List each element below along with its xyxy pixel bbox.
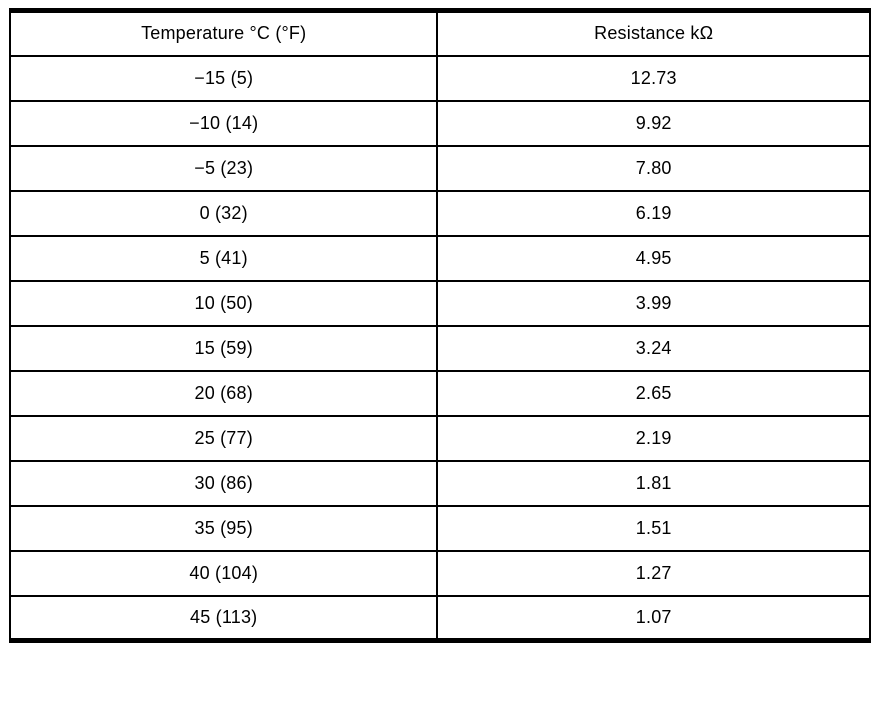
resistance-cell: 9.92 <box>436 99 871 147</box>
resistance-cell: 1.07 <box>436 594 871 642</box>
temperature-cell: 40 (104) <box>8 549 439 597</box>
temperature-cell: 10 (50) <box>8 279 439 327</box>
resistance-cell: 2.19 <box>436 414 871 462</box>
table-row: 30 (86) 1.81 <box>8 459 871 507</box>
resistance-cell: 1.27 <box>436 549 871 597</box>
resistance-cell: 7.80 <box>436 144 871 192</box>
table-row: 15 (59) 3.24 <box>8 324 871 372</box>
resistance-cell: 1.81 <box>436 459 871 507</box>
table-row: 20 (68) 2.65 <box>8 369 871 417</box>
table-body: −15 (5) 12.73 −10 (14) 9.92 −5 (23) 7.80 0 (32… <box>8 54 871 642</box>
temperature-cell: −5 (23) <box>8 144 439 192</box>
table-row: −10 (14) 9.92 <box>8 99 871 147</box>
resistance-column-header: Resistance kΩ <box>436 9 871 57</box>
table-row: 10 (50) 3.99 <box>8 279 871 327</box>
temperature-cell: 0 (32) <box>8 189 439 237</box>
temperature-resistance-table: Temperature °C (°F) Resistance kΩ −15 (5… <box>8 8 871 643</box>
resistance-cell: 1.51 <box>436 504 871 552</box>
table-header-row: Temperature °C (°F) Resistance kΩ <box>8 9 871 57</box>
temperature-cell: −10 (14) <box>8 99 439 147</box>
temperature-cell: −15 (5) <box>8 54 439 102</box>
resistance-cell: 12.73 <box>436 54 871 102</box>
table-row: −5 (23) 7.80 <box>8 144 871 192</box>
resistance-cell: 2.65 <box>436 369 871 417</box>
temperature-cell: 35 (95) <box>8 504 439 552</box>
table-row: 35 (95) 1.51 <box>8 504 871 552</box>
temperature-cell: 30 (86) <box>8 459 439 507</box>
table-row: 0 (32) 6.19 <box>8 189 871 237</box>
temperature-cell: 5 (41) <box>8 234 439 282</box>
temperature-cell: 45 (113) <box>8 594 439 642</box>
table-row: 5 (41) 4.95 <box>8 234 871 282</box>
table-row: −15 (5) 12.73 <box>8 54 871 102</box>
resistance-cell: 6.19 <box>436 189 871 237</box>
resistance-cell: 3.99 <box>436 279 871 327</box>
temperature-cell: 25 (77) <box>8 414 439 462</box>
table-row: 25 (77) 2.19 <box>8 414 871 462</box>
resistance-cell: 3.24 <box>436 324 871 372</box>
temperature-cell: 20 (68) <box>8 369 439 417</box>
table-row: 40 (104) 1.27 <box>8 549 871 597</box>
temperature-column-header: Temperature °C (°F) <box>8 9 439 57</box>
temperature-cell: 15 (59) <box>8 324 439 372</box>
table-row: 45 (113) 1.07 <box>8 594 871 642</box>
resistance-cell: 4.95 <box>436 234 871 282</box>
